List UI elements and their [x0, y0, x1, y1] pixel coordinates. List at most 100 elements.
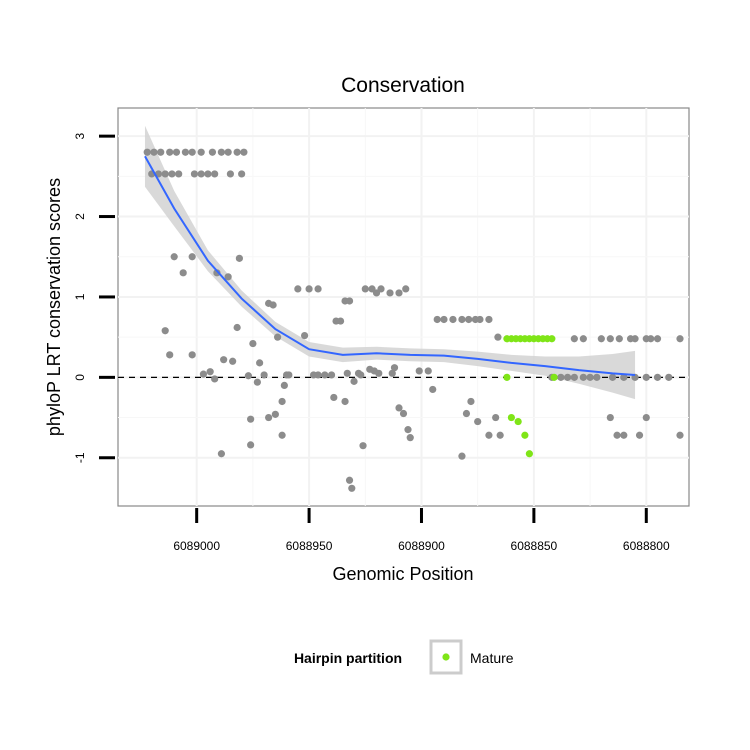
data-point-other — [188, 148, 196, 156]
y-tick-label: 2 — [73, 213, 87, 220]
data-point-other — [647, 335, 655, 343]
data-point-other — [429, 385, 437, 394]
data-point-other — [166, 351, 174, 359]
data-point-other — [564, 373, 572, 381]
data-point-other — [226, 170, 235, 178]
data-point-other — [620, 373, 628, 381]
data-point-other — [314, 285, 322, 293]
data-point-other — [224, 273, 232, 281]
data-point-other — [653, 373, 662, 381]
data-points — [143, 148, 684, 492]
data-point-other — [260, 371, 268, 379]
data-point-other — [343, 369, 351, 377]
data-point-other — [305, 285, 313, 293]
data-point-other — [375, 369, 383, 377]
data-point-other — [199, 370, 208, 378]
data-point-other — [615, 335, 623, 343]
data-point-other — [188, 253, 196, 261]
data-point-other — [244, 372, 252, 380]
data-point-other — [327, 371, 336, 379]
legend: Hairpin partition Mature — [294, 639, 514, 675]
data-point-other — [170, 253, 178, 261]
data-point-other — [249, 339, 257, 348]
data-point-other — [166, 148, 174, 156]
data-point-other — [570, 373, 578, 381]
data-point-other — [665, 373, 673, 381]
data-point-other — [476, 315, 484, 324]
data-point-other — [406, 434, 414, 442]
data-point-other — [336, 317, 345, 325]
data-point-other — [211, 170, 219, 178]
data-point-other — [294, 285, 302, 293]
y-tick-label: 1 — [73, 293, 87, 300]
data-point-other — [161, 170, 169, 178]
data-point-mature — [514, 417, 522, 426]
data-point-other — [150, 148, 158, 156]
legend-title: Hairpin partition — [294, 650, 402, 666]
data-point-other — [233, 323, 241, 332]
data-point-other — [485, 431, 493, 439]
x-tick-label: 6088800 — [623, 539, 670, 553]
data-point-other — [172, 148, 181, 156]
data-point-other — [188, 351, 196, 359]
y-tick-label: 0 — [73, 374, 87, 381]
data-point-other — [197, 148, 205, 156]
data-point-other — [247, 415, 255, 423]
data-point-other — [395, 404, 403, 412]
data-point-other — [240, 148, 248, 156]
data-point-other — [570, 335, 578, 343]
data-point-other — [265, 413, 273, 422]
data-point-other — [204, 170, 212, 178]
data-point-other — [606, 413, 614, 422]
data-point-other — [402, 285, 410, 293]
data-point-other — [676, 431, 684, 439]
data-point-other — [386, 289, 394, 297]
data-point-other — [269, 301, 277, 309]
data-point-other — [278, 431, 286, 439]
data-point-other — [467, 397, 475, 406]
x-tick-label: 6088900 — [398, 539, 445, 553]
data-point-other — [330, 393, 338, 402]
data-point-other — [179, 269, 187, 277]
data-point-other — [175, 170, 183, 178]
data-point-other — [350, 377, 358, 385]
data-point-other — [395, 289, 403, 297]
data-point-mature — [507, 413, 516, 422]
data-point-other — [449, 315, 457, 324]
data-point-other — [217, 148, 226, 156]
data-point-other — [190, 170, 199, 178]
data-point-other — [485, 315, 493, 324]
data-point-other — [676, 335, 684, 343]
chart-title: Conservation — [341, 74, 465, 97]
y-tick-label: 3 — [73, 132, 87, 139]
data-point-other — [496, 431, 504, 439]
data-point-other — [321, 371, 329, 379]
legend-mature-marker — [442, 653, 450, 661]
data-point-other — [593, 373, 601, 381]
data-point-other — [359, 442, 367, 450]
data-point-other — [220, 356, 228, 364]
smooth-trend-line — [144, 155, 636, 376]
x-axis-title: Genomic Position — [332, 564, 473, 584]
data-point-other — [253, 378, 261, 386]
x-tick-label: 6089000 — [173, 539, 220, 553]
data-point-other — [217, 450, 226, 458]
data-point-other — [492, 413, 500, 422]
x-tick-label: 6088850 — [511, 539, 558, 553]
data-point-other — [642, 373, 650, 381]
data-point-other — [631, 335, 639, 343]
data-point-other — [586, 373, 594, 381]
data-point-other — [238, 170, 246, 178]
data-point-other — [424, 367, 432, 375]
y-tick-label: -1 — [73, 452, 87, 463]
data-point-other — [433, 315, 441, 324]
data-point-other — [256, 359, 264, 367]
smooth-line — [144, 155, 636, 376]
data-point-other — [440, 315, 448, 324]
data-point-other — [278, 397, 286, 406]
data-point-other — [390, 364, 399, 372]
data-point-other — [357, 371, 365, 379]
data-point-other — [388, 369, 396, 377]
data-point-mature — [521, 431, 529, 439]
data-point-other — [285, 371, 293, 379]
